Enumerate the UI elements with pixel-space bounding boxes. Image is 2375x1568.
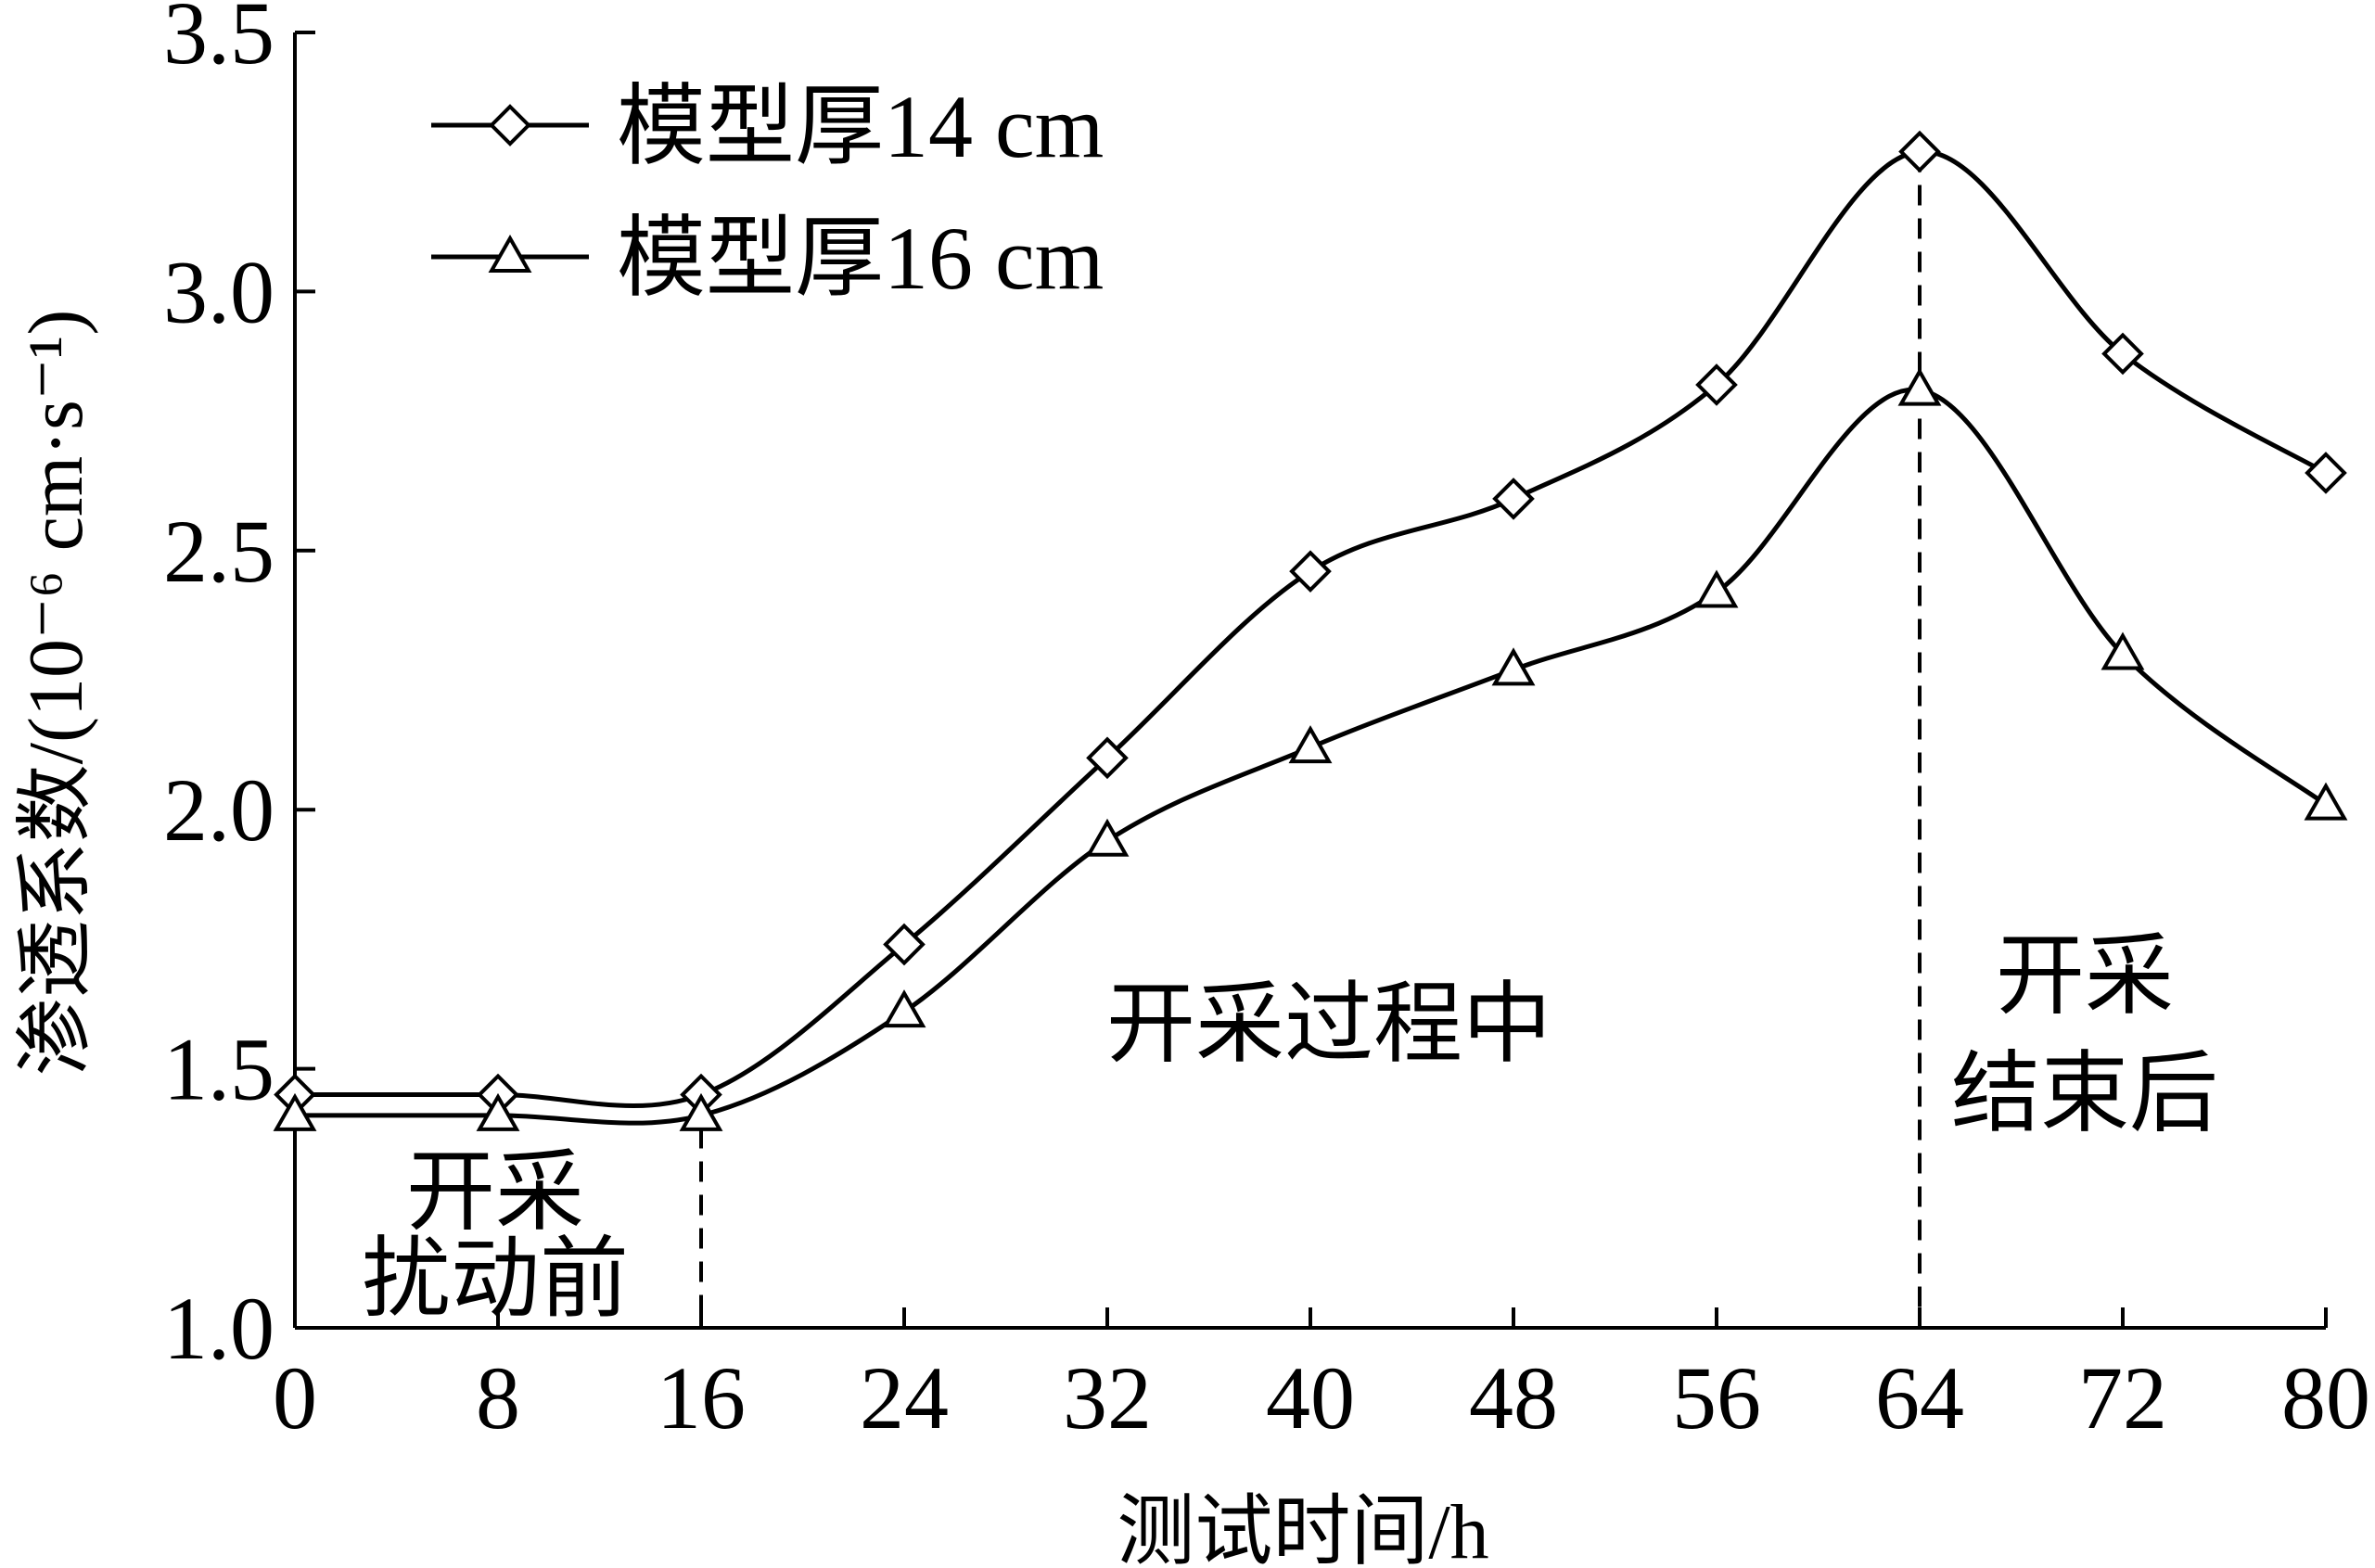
data-point-series-2 [273, 1092, 317, 1131]
annotation-after-line1: 开采 [1996, 926, 2174, 1026]
data-point-series-1 [1898, 130, 1941, 173]
x-tick-label: 80 [2281, 1348, 2370, 1447]
data-point-series-1 [1492, 478, 1535, 520]
data-point-series-2 [882, 989, 926, 1028]
y-tick-label: 2.5 [163, 502, 275, 601]
y-tick-label: 1.5 [163, 1020, 275, 1119]
x-tick-label: 64 [1875, 1348, 1964, 1447]
legend: 模型厚14 cm 模型厚16 cm [431, 77, 1104, 308]
legend-label-1: 模型厚14 cm [617, 77, 1104, 176]
annotation-before-line1: 开采 [406, 1142, 584, 1242]
annotation-during: 开采过程中 [1106, 975, 1551, 1074]
data-point-series-2 [2304, 782, 2348, 821]
data-point-series-1 [2101, 332, 2144, 376]
series-line-2 [295, 387, 2328, 1126]
x-tick-label: 40 [1266, 1348, 1355, 1447]
series-group [273, 130, 2348, 1131]
data-point-series-2 [679, 1092, 723, 1131]
data-point-series-2 [1897, 367, 1942, 406]
data-point-series-1 [1086, 736, 1129, 780]
data-point-series-2 [2100, 631, 2145, 670]
data-point-series-2 [1694, 569, 1739, 608]
data-point-series-1 [2305, 452, 2347, 494]
legend-label-2: 模型厚16 cm [617, 209, 1104, 308]
x-tick-label: 16 [657, 1348, 746, 1447]
y-tick-label: 3.0 [163, 242, 275, 341]
data-point-series-1 [1695, 363, 1738, 406]
x-tick-label: 56 [1672, 1348, 1761, 1447]
x-tick-label: 72 [2078, 1348, 2167, 1447]
annotation-after-line2: 结束后 [1951, 1044, 2218, 1143]
data-point-series-2 [1085, 818, 1130, 857]
x-tick-label: 32 [1063, 1348, 1152, 1447]
phase-divider-lines [699, 151, 1922, 1328]
x-tick-label: 0 [273, 1348, 317, 1447]
data-point-series-2 [1491, 647, 1536, 686]
legend-marker-2 [488, 234, 532, 273]
y-tick-label: 3.5 [163, 0, 275, 83]
y-axis-label: 渗透系数/(10⁻⁶ cm·s⁻¹) [13, 310, 99, 1077]
legend-marker-1 [489, 104, 531, 147]
data-point-series-2 [476, 1092, 520, 1131]
annotation-before-line2: 扰动前 [362, 1230, 629, 1329]
data-point-series-1 [1289, 550, 1332, 593]
x-tick-label: 8 [476, 1348, 520, 1447]
x-tick-label: 48 [1469, 1348, 1558, 1447]
data-point-series-2 [1288, 725, 1333, 764]
tick-labels: 0 8 16 24 32 40 48 56 64 72 80 1.0 1.5 2.0 2.5 3.0 3.5 [163, 0, 2370, 1447]
data-point-series-1 [883, 923, 926, 966]
x-tick-label: 24 [860, 1348, 949, 1447]
x-axis-label: 测试时间/h [1117, 1489, 1488, 1568]
y-tick-label: 1.0 [163, 1279, 275, 1378]
y-tick-label: 2.0 [163, 760, 275, 860]
